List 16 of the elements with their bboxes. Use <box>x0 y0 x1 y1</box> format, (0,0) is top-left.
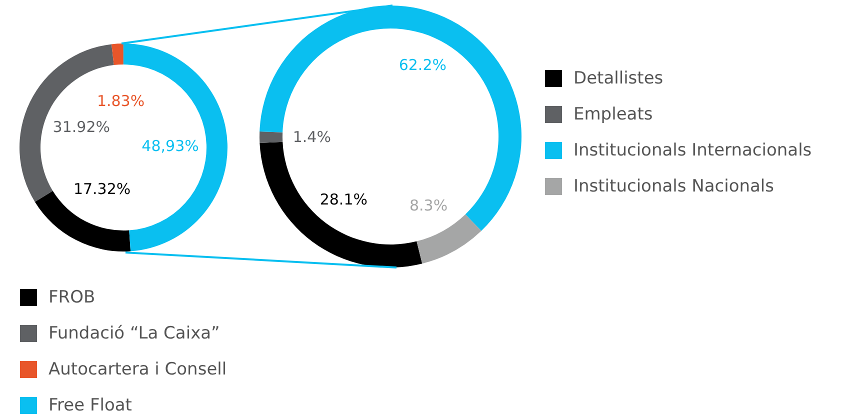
data-label: 31.92% <box>52 118 110 136</box>
data-label: 28.1% <box>320 190 368 209</box>
data-label: 62.2% <box>398 56 446 74</box>
data-label: 17.32% <box>73 180 131 198</box>
data-label: 48,93% <box>142 136 199 155</box>
legend-label: Autocartera i Consell <box>48 360 227 380</box>
legend-label: Free Float <box>48 396 132 416</box>
legend-label: Fundació “La Caixa” <box>48 324 220 344</box>
legend-label: Empleats <box>574 104 653 124</box>
data-label: 1.83% <box>96 92 145 110</box>
legend-label: FROB <box>48 288 96 308</box>
legend-label: Detallistes <box>574 68 664 88</box>
data-label: 8.3% <box>409 196 448 214</box>
legend-label: Institucionals Internacionals <box>574 140 812 160</box>
data-label: 1.4% <box>292 128 331 146</box>
legend-label: Institucionals Nacionals <box>574 176 774 196</box>
